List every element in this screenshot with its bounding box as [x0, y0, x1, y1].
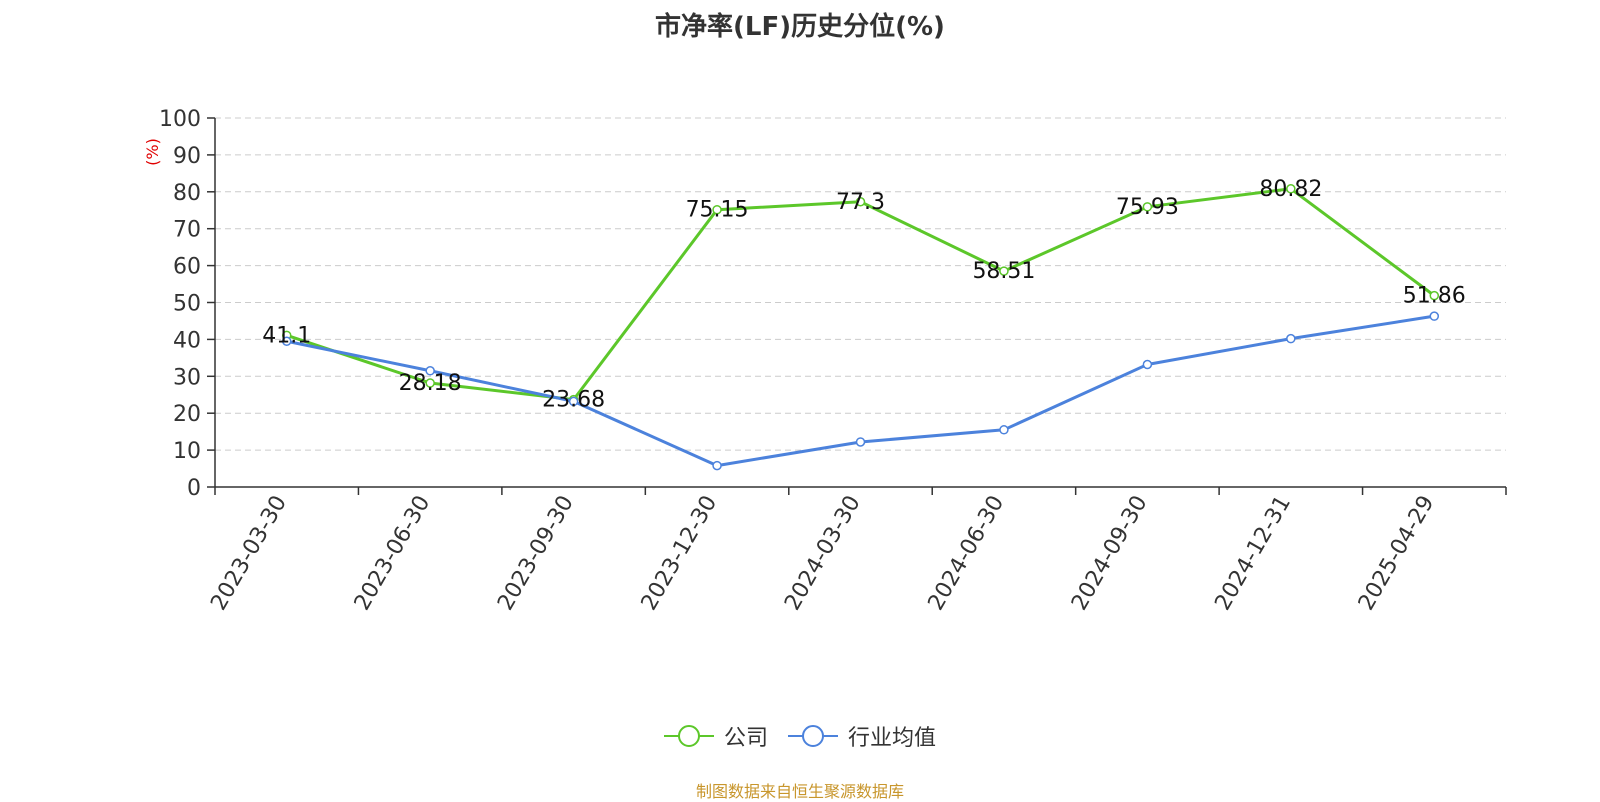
line-chart: 0 10 20 30 40 50 60 70 80 90 100 (%) 2023-03-30 2023-…: [143, 107, 1507, 615]
x-tick-label: 2025-04-29: [1354, 492, 1440, 615]
data-point[interactable]: [1142, 202, 1153, 212]
data-label: 75.93: [1116, 195, 1179, 220]
data-point[interactable]: [999, 425, 1009, 435]
y-tick-label: 50: [173, 292, 201, 317]
x-tick-label: 2023-09-30: [493, 492, 579, 615]
y-tick-label: 10: [173, 439, 201, 464]
series-lines: [281, 184, 1440, 471]
y-tick-label: 100: [159, 107, 201, 132]
legend-item[interactable]: 公司: [663, 720, 768, 752]
data-label: 58.51: [972, 259, 1035, 284]
y-tick-label: 80: [173, 181, 201, 206]
x-tick-label: 2023-06-30: [350, 491, 436, 614]
source-note: 制图数据来自恒生聚源数据库: [695, 782, 904, 801]
data-label: 41.1: [262, 323, 311, 348]
data-labels: 41.1 28.18 23.68 75.15 77.3 58.51 75.93 80.82 51…: [262, 177, 1466, 413]
data-point[interactable]: [425, 378, 435, 388]
data-point[interactable]: [425, 366, 435, 376]
data-point[interactable]: [568, 396, 579, 407]
data-point[interactable]: [1429, 311, 1440, 321]
x-tick-label: 2024-09-30: [1067, 492, 1153, 615]
y-tick-label: 20: [173, 402, 201, 427]
grid-lines: [215, 117, 1506, 451]
data-point[interactable]: [855, 197, 866, 207]
data-point[interactable]: [1286, 184, 1296, 194]
data-label: 23.68: [542, 388, 605, 413]
data-point[interactable]: [1142, 359, 1153, 370]
y-axis-label: (%): [143, 138, 162, 166]
x-tick-label: 2024-06-30: [924, 492, 1010, 615]
data-point[interactable]: [1429, 290, 1440, 301]
legend-item[interactable]: 行业均值: [788, 720, 936, 752]
data-point[interactable]: [1286, 333, 1296, 344]
y-tick-label: 40: [173, 328, 201, 353]
series-line[interactable]: [286, 187, 1436, 402]
x-tick-label: 2023-03-30: [206, 492, 292, 615]
x-tick-label: 2024-12-31: [1210, 492, 1296, 615]
legend: 公司 行业均值: [0, 720, 1600, 755]
legend-label: 公司: [723, 726, 768, 751]
x-tick-label: 2024-03-30: [780, 492, 866, 615]
y-tick-label: 30: [173, 365, 201, 390]
data-point[interactable]: [712, 204, 722, 215]
data-point[interactable]: [999, 266, 1009, 276]
chart-title: 市净率(LF)历史分位(%): [655, 12, 945, 42]
legend-swatch-icon: [788, 725, 838, 747]
data-point[interactable]: [281, 336, 292, 346]
data-label: 77.3: [836, 190, 885, 215]
y-tick-label: 60: [173, 255, 201, 280]
legend-label: 行业均值: [848, 726, 937, 751]
data-label: 75.15: [686, 198, 749, 223]
data-point[interactable]: [712, 460, 722, 471]
x-tick-label: 2023-12-30: [637, 492, 723, 615]
y-tick-label: 70: [173, 218, 201, 243]
legend-swatch-circle: [802, 725, 824, 747]
y-tick-label: 90: [173, 144, 201, 169]
y-tick-label: 0: [187, 476, 201, 501]
data-label: 80.82: [1259, 177, 1322, 202]
data-label: 51.86: [1403, 284, 1466, 309]
legend-swatch-icon: [663, 725, 714, 747]
legend-swatch-circle: [677, 725, 700, 747]
data-point[interactable]: [855, 437, 866, 447]
data-label: 28.18: [399, 371, 462, 396]
